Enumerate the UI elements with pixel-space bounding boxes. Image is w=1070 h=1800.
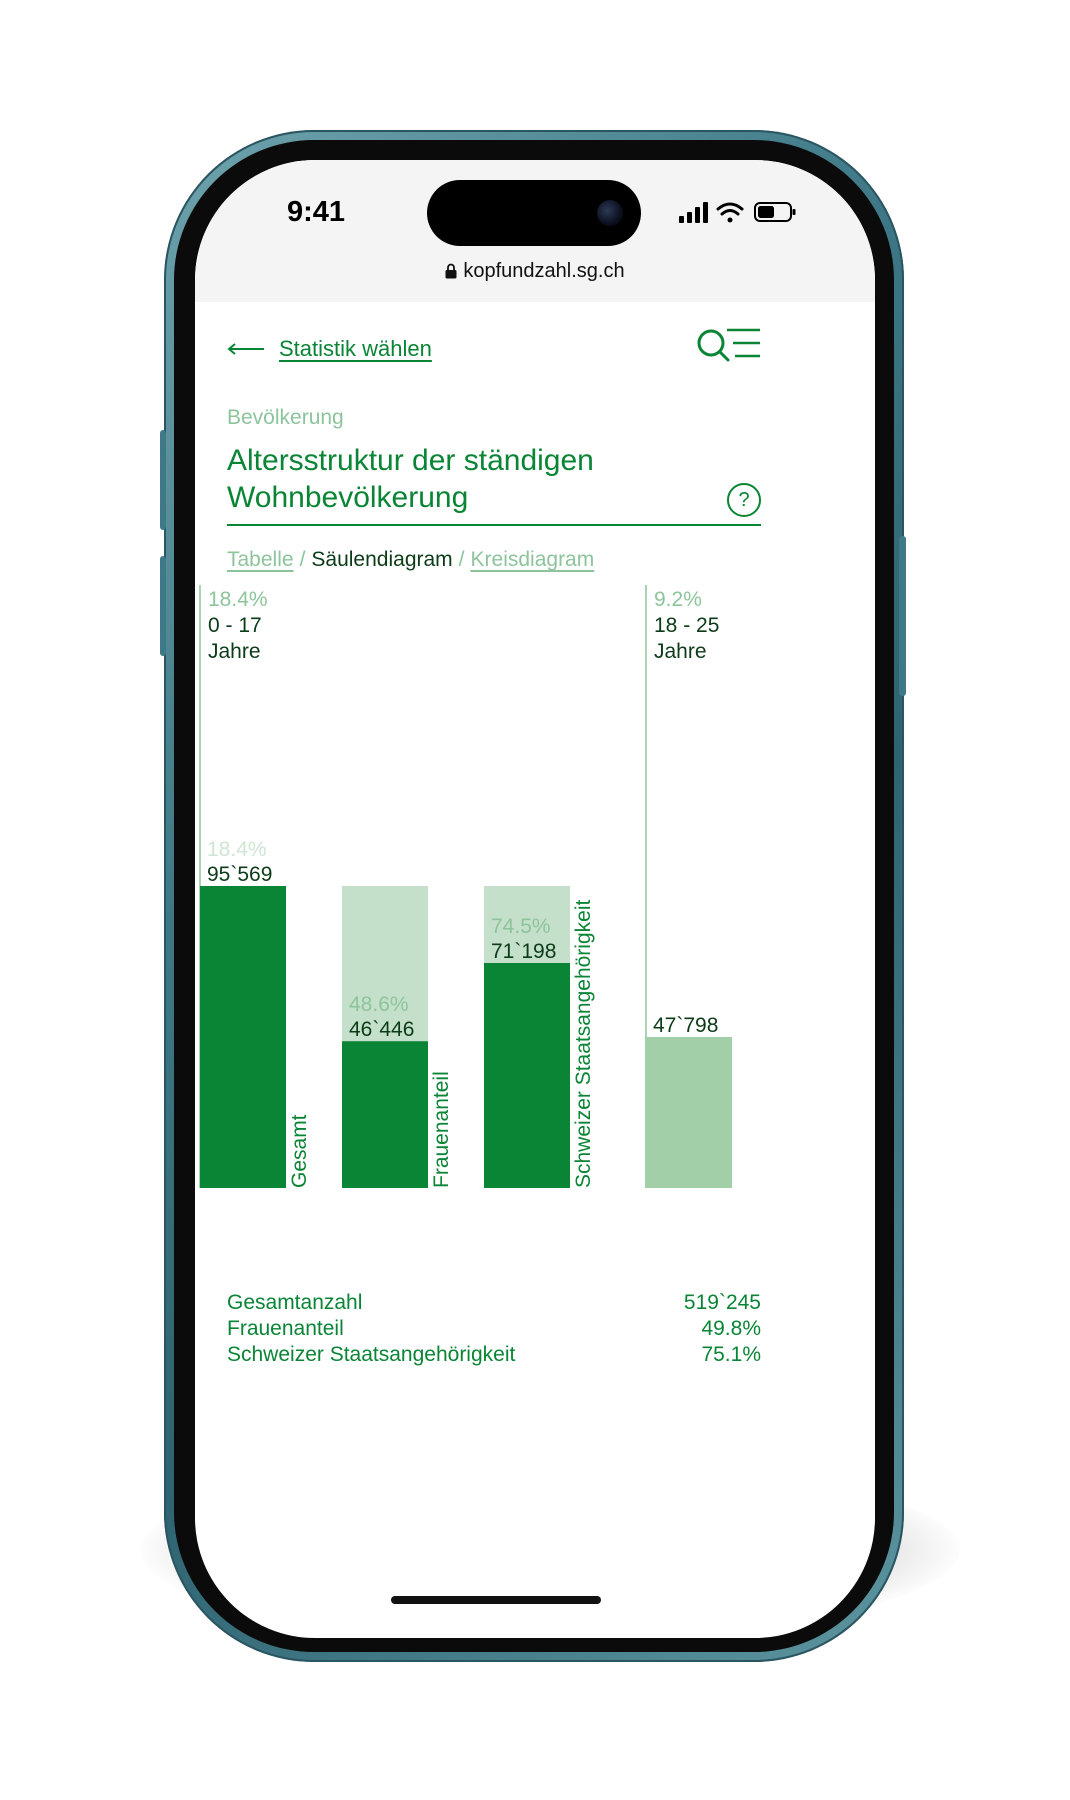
volume-down-button (160, 556, 166, 656)
bar-value-label: 95`569 (207, 863, 272, 886)
total-value-women: 49.8% (701, 1317, 761, 1340)
total-label-count: Gesamtanzahl (227, 1291, 363, 1314)
url-bar[interactable]: kopfundzahl.sg.ch (195, 260, 875, 283)
lock-icon (445, 263, 457, 279)
total-row: Schweizer Staatsangehörigkeit 75.1% (227, 1342, 761, 1368)
page-title: Altersstruktur der ständigen Wohnbevölke… (227, 442, 697, 516)
age-share-label: 18.4% (208, 588, 268, 611)
bar-frauenanteil (342, 1041, 428, 1188)
total-value-swiss: 75.1% (701, 1343, 761, 1366)
title-divider (227, 524, 761, 526)
status-icons (679, 200, 799, 229)
page-title-line-2: Wohnbevölkerung (227, 481, 469, 514)
volume-up-button (160, 430, 166, 530)
age-unit-label: Jahre (208, 640, 261, 663)
search-menu-button[interactable] (695, 326, 761, 366)
search-icon (697, 329, 730, 362)
home-indicator (391, 1596, 601, 1604)
total-row: Gesamtanzahl 519`245 (227, 1290, 761, 1316)
age-unit-label: Jahre (654, 640, 707, 663)
menu-icon (727, 328, 760, 358)
age-share-label: 9.2% (654, 588, 702, 611)
bar-group2 (645, 1036, 732, 1188)
side-button (899, 536, 906, 696)
browser-bar: 9:41 (195, 160, 875, 302)
view-separator: / (458, 548, 465, 571)
dynamic-island (427, 180, 641, 246)
total-value-count: 519`245 (683, 1291, 761, 1314)
view-separator: / (299, 548, 306, 571)
url-text: kopfundzahl.sg.ch (463, 260, 625, 282)
help-button[interactable]: ? (727, 483, 761, 517)
total-label-women: Frauenanteil (227, 1317, 344, 1340)
back-link[interactable]: Statistik wählen (227, 336, 432, 362)
bar-schweizer (484, 963, 570, 1188)
bar-name-label: Frauenanteil (430, 1071, 453, 1188)
battery-icon (754, 202, 796, 222)
page-title-line-1: Altersstruktur der ständigen (227, 444, 594, 477)
cellular-signal-icon (679, 202, 708, 223)
tab-table[interactable]: Tabelle (227, 548, 294, 571)
total-row: Frauenanteil 49.8% (227, 1316, 761, 1342)
bar-value-label: 47`798 (653, 1014, 718, 1037)
back-link-label: Statistik wählen (279, 336, 432, 361)
phone-screen: 9:41 (195, 160, 875, 1638)
totals-list: Gesamtanzahl 519`245 Frauenanteil 49.8% … (227, 1290, 761, 1368)
age-range-label: 18 - 25 (654, 614, 719, 637)
bar-name-label: Schweizer Staatsangehörigkeit (572, 900, 595, 1188)
view-switch: Tabelle / Säulendiagram / Kreisdiagram (227, 548, 594, 572)
bar-percent-label: 48.6% (349, 993, 409, 1016)
bar-gesamt (200, 886, 286, 1188)
bar-name-label: Gesamt (288, 1114, 311, 1188)
category-label: Bevölkerung (227, 406, 344, 429)
camera-icon (597, 200, 623, 226)
arrow-left-icon (227, 343, 264, 355)
tab-pie-chart[interactable]: Kreisdiagram (470, 548, 595, 571)
bar-value-label: 71`198 (491, 940, 556, 963)
bar-percent-label: 18.4% (207, 838, 267, 861)
age-range-label: 0 - 17 (208, 614, 262, 637)
tab-bar-chart[interactable]: Säulendiagram (311, 548, 453, 571)
bar-percent-label: 74.5% (491, 915, 551, 938)
total-label-swiss: Schweizer Staatsangehörigkeit (227, 1343, 516, 1366)
bar-value-label: 46`446 (349, 1018, 414, 1041)
status-time: 9:41 (287, 196, 346, 228)
wifi-icon (716, 202, 744, 223)
